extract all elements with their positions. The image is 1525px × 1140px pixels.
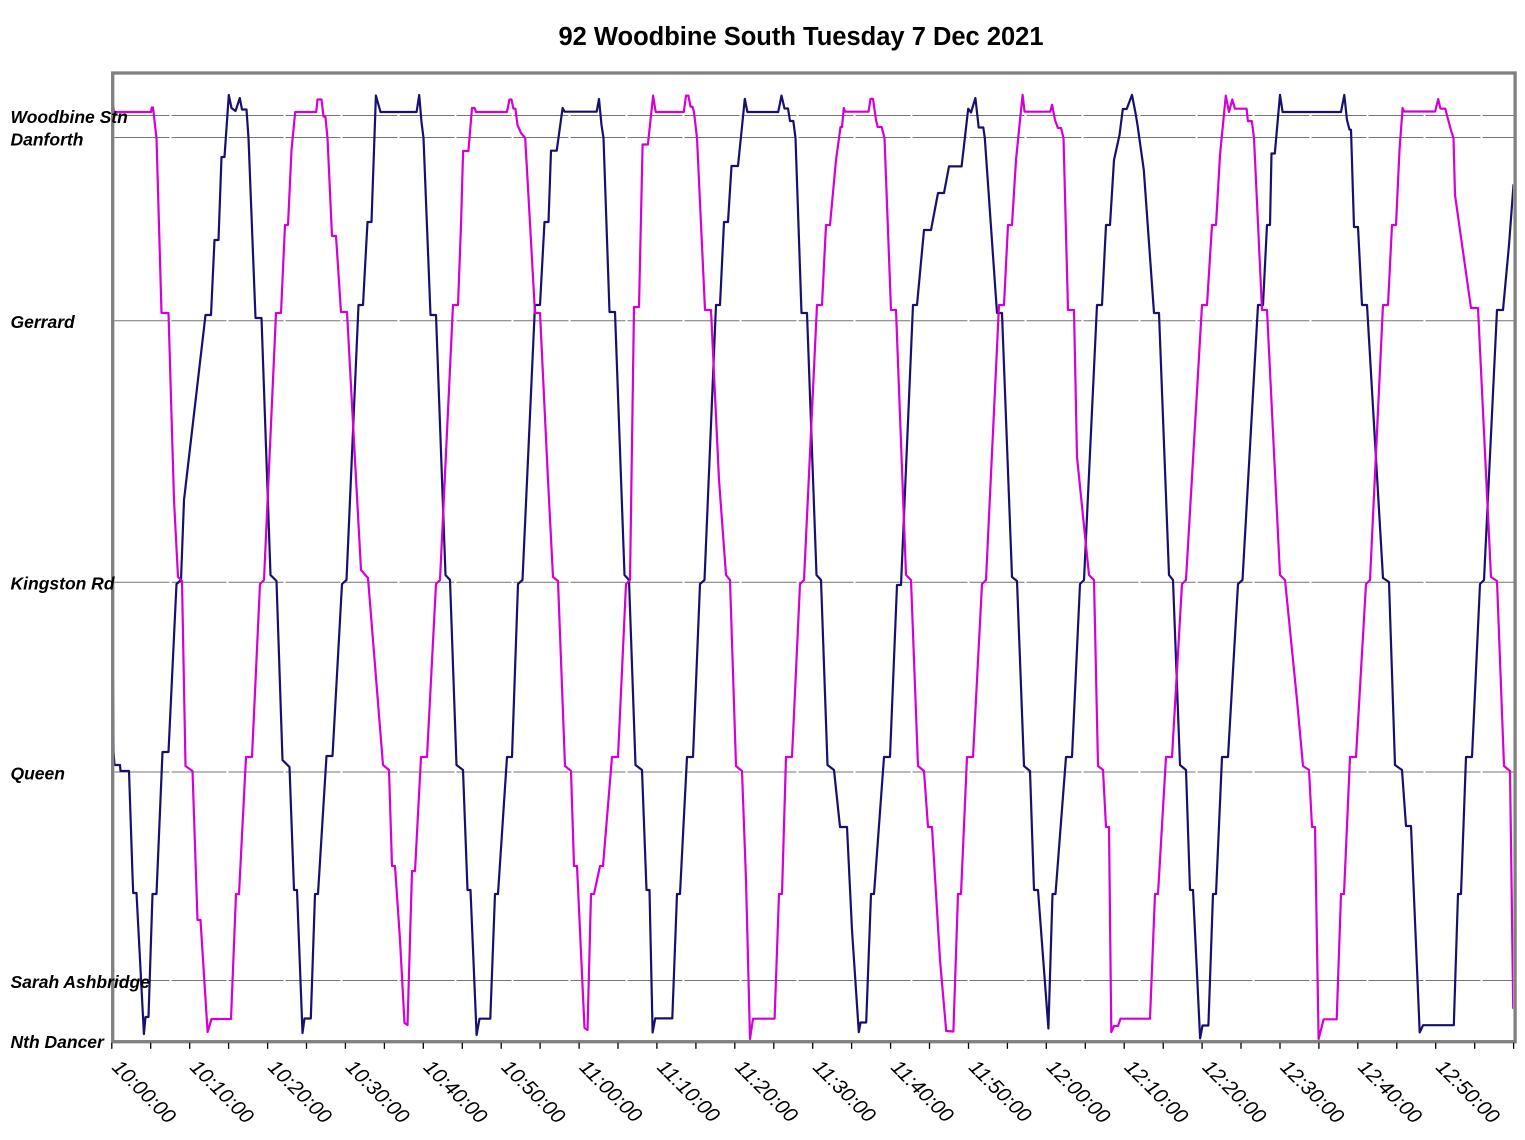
svg-text:Nth Dancer: Nth Dancer bbox=[11, 1032, 106, 1052]
svg-text:Woodbine Stn: Woodbine Stn bbox=[11, 107, 128, 127]
svg-text:Sarah Ashbridge: Sarah Ashbridge bbox=[11, 972, 151, 992]
svg-text:Queen: Queen bbox=[11, 763, 65, 783]
svg-text:Danforth: Danforth bbox=[11, 130, 84, 150]
svg-text:92 Woodbine South Tuesday 7 De: 92 Woodbine South Tuesday 7 Dec 2021 bbox=[558, 23, 1043, 51]
svg-text:Gerrard: Gerrard bbox=[11, 312, 76, 332]
svg-text:Kingston Rd: Kingston Rd bbox=[11, 574, 115, 594]
